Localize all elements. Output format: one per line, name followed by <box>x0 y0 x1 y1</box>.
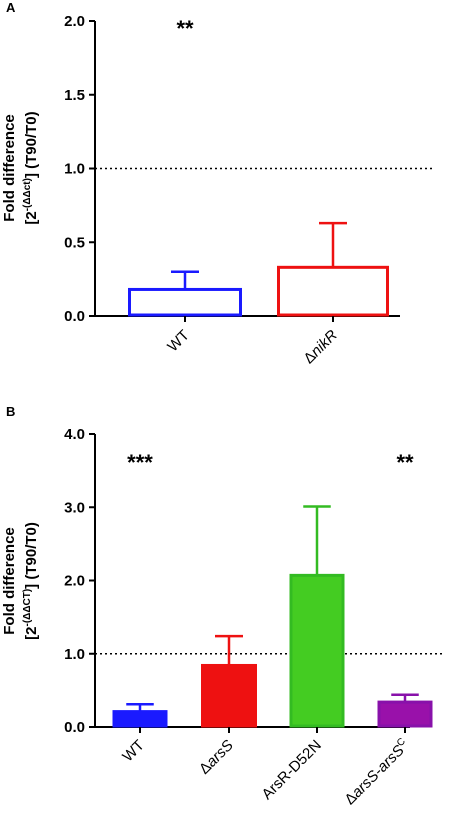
y-tick-label: 2.0 <box>64 13 85 30</box>
y-tick-label: 3.0 <box>64 499 85 516</box>
y-axis-title: Fold difference <box>1 527 18 635</box>
y-tick-label: 0.0 <box>64 719 85 736</box>
panel-letter: A <box>6 0 16 15</box>
significance-marker: ** <box>396 450 414 475</box>
bar <box>201 663 257 728</box>
bar <box>128 287 242 317</box>
bar <box>112 710 168 728</box>
category-label: ΔarsS-arsSC <box>341 736 413 808</box>
panel-b: B Fold difference [2-(ΔΔCT)] (T90/T0) 0.0 1.… <box>1 404 445 808</box>
panel-a: A Fold difference [2-(ΔΔct)] (T90/T0) 0.0 0.… <box>1 0 435 367</box>
y-tick-label: 1.0 <box>64 161 85 178</box>
bar <box>277 265 389 317</box>
y-tick-label: 1.5 <box>64 87 85 104</box>
panel-letter: B <box>6 404 15 419</box>
y-tick-label: 2.0 <box>64 573 85 590</box>
category-label: ArsR-D52N <box>259 737 325 803</box>
significance-marker: ** <box>176 16 194 41</box>
y-axis-subtitle: [2-(ΔΔCT)] (T90/T0) <box>22 522 40 640</box>
category-label: ΔarsS <box>196 737 237 778</box>
y-tick-label: 4.0 <box>64 426 85 443</box>
y-tick-label: 0.5 <box>64 234 85 251</box>
y-axis-subtitle: [2-(ΔΔct)] (T90/T0) <box>22 111 40 224</box>
category-label: WT <box>119 737 148 766</box>
y-tick-label: 0.0 <box>64 308 85 325</box>
significance-marker: *** <box>127 450 153 475</box>
y-axis-title: Fold difference <box>1 114 18 222</box>
y-tick-label: 1.0 <box>64 646 85 663</box>
category-label: ΔnikR <box>300 327 340 367</box>
bar <box>377 700 433 728</box>
bar <box>289 573 345 728</box>
category-label: WT <box>164 327 193 356</box>
